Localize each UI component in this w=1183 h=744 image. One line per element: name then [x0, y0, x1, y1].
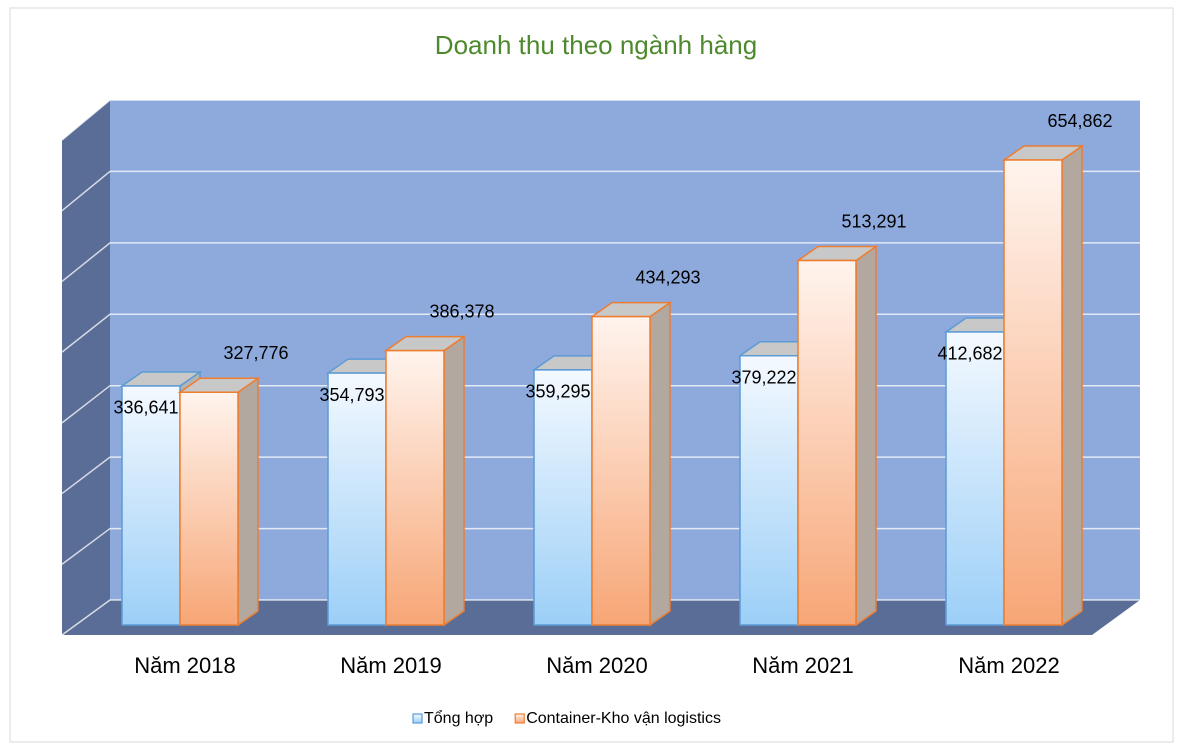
- bar-side: [237, 376, 259, 627]
- data-label: 434,293: [635, 267, 700, 287]
- bar-side: [855, 245, 877, 627]
- x-tick-label: Năm 2021: [752, 653, 854, 678]
- bar-side: [1061, 144, 1083, 627]
- bar-front: [179, 391, 239, 626]
- bar-front: [591, 315, 651, 626]
- grid-line: [61, 99, 1140, 141]
- bar-front: [327, 372, 387, 626]
- bar: [795, 245, 879, 627]
- x-tick-label: Năm 2018: [134, 653, 236, 678]
- bar-front: [385, 349, 445, 626]
- bar-front: [945, 331, 1005, 626]
- bar: [589, 301, 673, 627]
- bar-front: [533, 369, 593, 626]
- legend-label: Container-Kho vận logistics: [526, 710, 721, 727]
- bar-front: [121, 385, 181, 626]
- chart-title: Doanh thu theo ngành hàng: [435, 30, 757, 60]
- data-label: 513,291: [841, 211, 906, 231]
- legend-label: Tổng hợp: [424, 709, 493, 727]
- x-tick-label: Năm 2022: [958, 653, 1060, 678]
- grid-line: [61, 313, 1140, 353]
- data-label: 379,222: [731, 367, 796, 387]
- bar-side: [649, 301, 671, 627]
- bar: [177, 376, 261, 627]
- bar-front: [797, 259, 857, 626]
- x-tick-label: Năm 2019: [340, 653, 442, 678]
- bar: [383, 335, 467, 627]
- bar-front: [739, 354, 799, 626]
- data-label: 654,862: [1047, 111, 1112, 131]
- bar-front: [1003, 159, 1063, 626]
- data-label: 354,793: [319, 385, 384, 405]
- bar: [1001, 144, 1085, 627]
- data-label: 359,295: [525, 382, 590, 402]
- legend-swatch: [412, 713, 423, 724]
- x-tick-label: Năm 2020: [546, 653, 648, 678]
- data-label: 386,378: [429, 301, 494, 321]
- plot: Năm 2018 Năm 2019 Năm 2020 Năm 2021 Năm 2022…: [61, 99, 1140, 727]
- side-wall: [62, 100, 110, 635]
- data-label: 336,641: [113, 398, 178, 418]
- data-label: 412,682: [937, 344, 1002, 364]
- grid-line: [61, 170, 1140, 212]
- data-label: 327,776: [223, 343, 288, 363]
- grid-line: [61, 242, 1140, 283]
- bar-side: [443, 335, 465, 627]
- legend-swatch: [514, 713, 525, 724]
